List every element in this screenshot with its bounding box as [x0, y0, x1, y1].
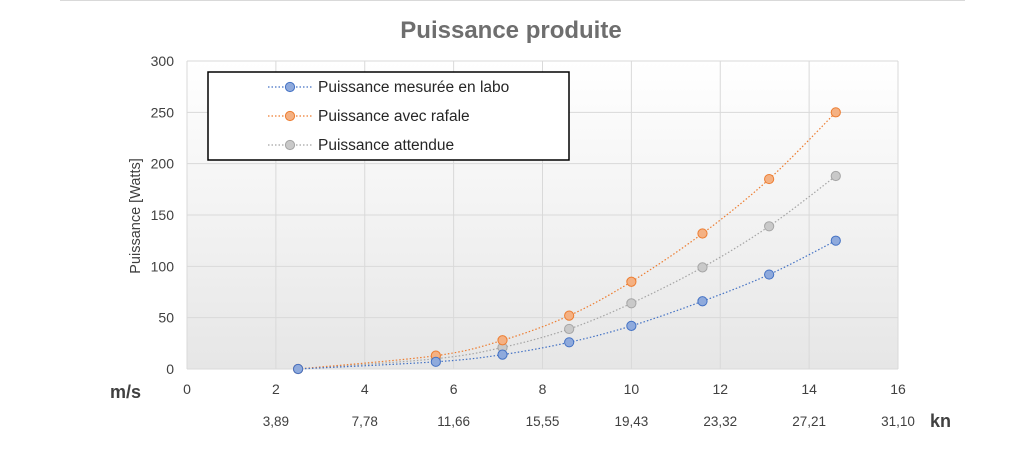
data-point — [564, 323, 575, 335]
x-tick-label: 2 — [272, 381, 280, 397]
legend-label: Puissance avec rafale — [318, 108, 470, 125]
kn-unit-label: kn — [930, 411, 951, 431]
data-point — [830, 235, 841, 246]
y-tick-label: 0 — [166, 361, 174, 377]
y-tick-label: 250 — [151, 104, 175, 120]
kn-tick-label: 23,32 — [703, 414, 737, 429]
y-tick-label: 200 — [151, 156, 175, 172]
data-point — [564, 310, 575, 321]
data-point — [764, 221, 775, 232]
kn-tick-label: 11,66 — [437, 414, 470, 429]
data-point — [430, 356, 441, 367]
x-tick-label: 10 — [624, 381, 640, 397]
kn-tick-label: 27,21 — [792, 414, 826, 429]
top-divider-line — [60, 0, 965, 1]
x-tick-label: 4 — [361, 381, 369, 397]
x-tick-label: 14 — [801, 381, 817, 397]
data-point — [697, 296, 708, 307]
data-point — [764, 269, 775, 280]
kn-tick-label: 7,78 — [352, 414, 378, 429]
x-tick-label: 0 — [183, 381, 191, 397]
y-tick-label: 50 — [158, 310, 174, 326]
data-point — [830, 170, 841, 182]
legend-label: Puissance attendue — [318, 137, 454, 154]
data-point — [697, 228, 708, 239]
legend: Puissance mesurée en labo Puissance avec … — [207, 71, 570, 161]
legend-marker — [284, 81, 296, 93]
kn-tick-label: 19,43 — [614, 414, 648, 429]
y-axis-ticks: 0 50 100 150 200 250 300 — [151, 53, 175, 377]
kn-axis-ticks: 3,89 7,78 11,66 15,55 19,43 23,32 27,21 31,10 — [263, 414, 915, 429]
data-point — [497, 335, 508, 346]
legend-label: Puissance mesurée en labo — [318, 79, 509, 96]
series-markers — [292, 107, 841, 375]
x-axis-ticks: 0 2 4 6 8 10 12 14 16 — [183, 381, 906, 397]
x-tick-label: 16 — [890, 381, 906, 397]
data-point — [626, 298, 637, 309]
data-point — [564, 337, 575, 348]
y-tick-label: 150 — [151, 207, 175, 223]
data-point — [626, 320, 637, 331]
legend-marker — [284, 110, 296, 122]
chart-title: Puissance produite — [400, 17, 621, 44]
data-point — [497, 349, 508, 360]
data-point — [830, 107, 841, 118]
y-axis-label: Puissance [Watts] — [128, 158, 144, 274]
x-tick-label: 8 — [539, 381, 547, 397]
kn-tick-label: 3,89 — [263, 414, 289, 429]
kn-tick-label: 15,55 — [526, 414, 560, 429]
x-unit-label: m/s — [110, 382, 141, 402]
y-tick-label: 300 — [151, 53, 175, 69]
data-point — [697, 262, 708, 273]
data-point — [626, 276, 637, 287]
data-point — [764, 173, 775, 185]
data-point — [292, 363, 304, 375]
x-tick-label: 6 — [450, 381, 458, 397]
x-tick-label: 12 — [712, 381, 728, 397]
legend-marker — [284, 139, 296, 151]
kn-tick-label: 31,10 — [881, 414, 915, 429]
series-curve — [298, 111, 837, 370]
y-tick-label: 100 — [151, 258, 175, 274]
